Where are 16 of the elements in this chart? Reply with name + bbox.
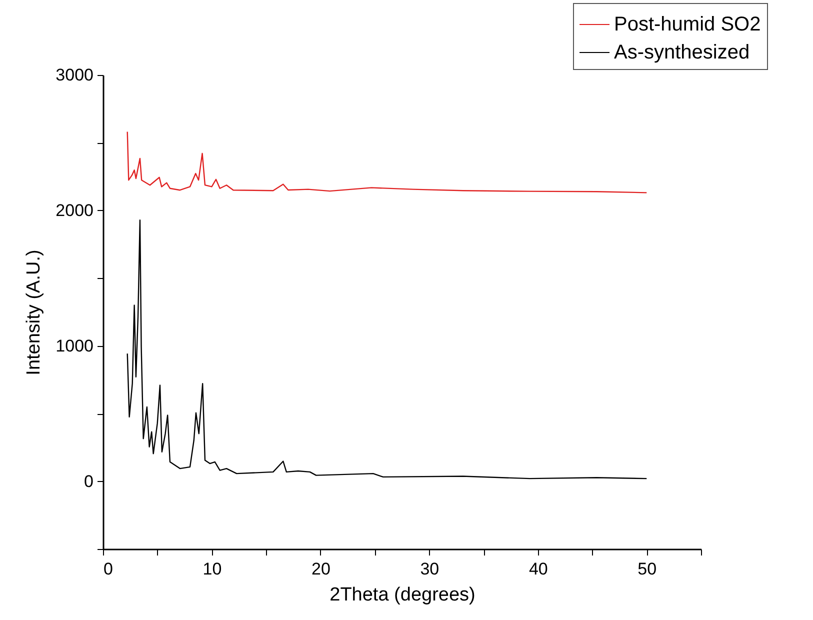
x-tick-label: 10: [202, 560, 222, 578]
y-tick-label: 1000: [56, 336, 94, 356]
x-axis-title: 2Theta (degrees): [330, 584, 476, 606]
line-series: [126, 219, 648, 480]
line-series: [126, 131, 648, 194]
y-tick-label: 3000: [56, 66, 94, 84]
y-tick-label: 0: [84, 472, 94, 491]
x-tick-label: 40: [528, 560, 548, 578]
y-tick-label: 2000: [56, 200, 94, 220]
x-tick-label: 20: [311, 560, 330, 578]
y-axis-title: Intensity (A.U.): [24, 250, 45, 376]
x-tick-label: 30: [420, 560, 440, 578]
legend-label: Post-humid SO2: [614, 14, 761, 36]
legend-label: As-synthesized: [614, 42, 750, 64]
x-tick-label: 0: [104, 560, 113, 578]
x-tick-label: 50: [638, 560, 657, 578]
